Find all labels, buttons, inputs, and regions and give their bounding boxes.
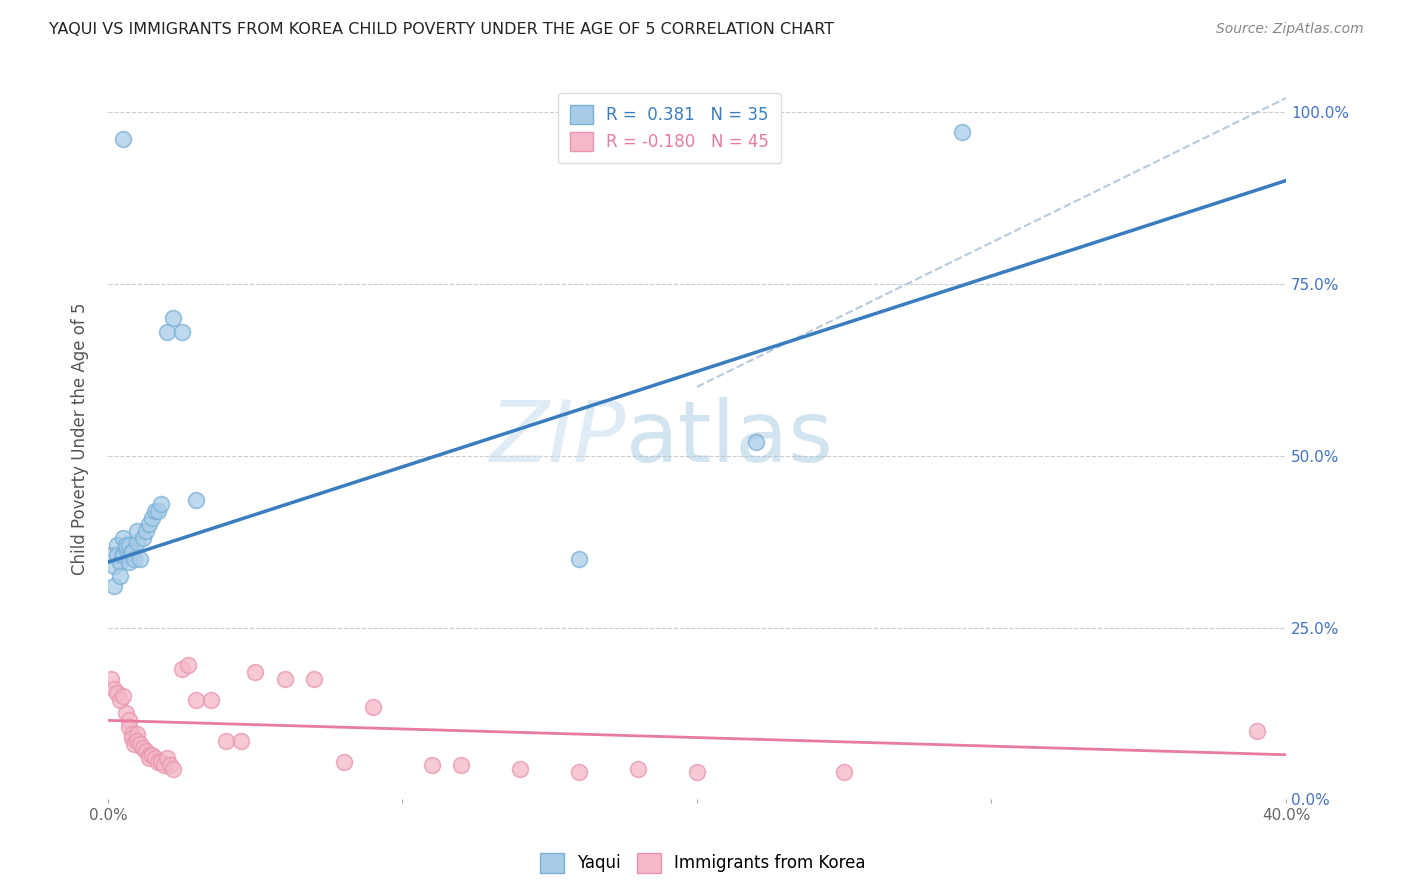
Point xyxy=(100,549,122,563)
Point xyxy=(105,549,128,563)
Point xyxy=(450,758,472,772)
Point xyxy=(121,731,143,745)
Point xyxy=(132,531,155,545)
Point xyxy=(117,714,139,728)
Point xyxy=(686,764,709,779)
Point xyxy=(108,692,131,706)
Point xyxy=(568,764,591,779)
Point xyxy=(186,692,208,706)
Point xyxy=(170,662,193,676)
Point xyxy=(509,762,531,776)
Point xyxy=(162,762,184,776)
Point xyxy=(108,569,131,583)
Point xyxy=(156,751,179,765)
Point xyxy=(135,524,157,539)
Point xyxy=(215,734,238,748)
Point xyxy=(143,503,166,517)
Point xyxy=(129,551,152,566)
Point xyxy=(132,740,155,755)
Point xyxy=(117,555,139,569)
Point xyxy=(153,758,176,772)
Point xyxy=(127,524,149,539)
Point xyxy=(156,325,179,339)
Point xyxy=(111,531,134,545)
Point xyxy=(162,311,184,326)
Point xyxy=(117,720,139,734)
Point xyxy=(138,747,160,762)
Point xyxy=(146,503,169,517)
Point xyxy=(121,727,143,741)
Point xyxy=(111,132,134,146)
Point xyxy=(361,699,384,714)
Point xyxy=(176,658,198,673)
Legend: R =  0.381   N = 35, R = -0.180   N = 45: R = 0.381 N = 35, R = -0.180 N = 45 xyxy=(558,93,780,163)
Point xyxy=(245,665,267,680)
Point xyxy=(111,690,134,704)
Point xyxy=(229,734,252,748)
Text: YAQUI VS IMMIGRANTS FROM KOREA CHILD POVERTY UNDER THE AGE OF 5 CORRELATION CHAR: YAQUI VS IMMIGRANTS FROM KOREA CHILD POV… xyxy=(49,22,834,37)
Text: Source: ZipAtlas.com: Source: ZipAtlas.com xyxy=(1216,22,1364,37)
Point xyxy=(114,541,136,556)
Point xyxy=(105,686,128,700)
Point xyxy=(302,672,325,686)
Point xyxy=(141,510,163,524)
Point xyxy=(103,682,125,697)
Point xyxy=(111,549,134,563)
Point xyxy=(146,755,169,769)
Point xyxy=(103,558,125,573)
Point xyxy=(105,538,128,552)
Point xyxy=(170,325,193,339)
Point xyxy=(127,534,149,549)
Point xyxy=(627,762,650,776)
Point xyxy=(832,764,855,779)
Point xyxy=(135,744,157,758)
Point xyxy=(121,545,143,559)
Point xyxy=(103,579,125,593)
Point xyxy=(127,734,149,748)
Point xyxy=(114,706,136,721)
Point xyxy=(200,692,222,706)
Point xyxy=(138,517,160,532)
Point xyxy=(273,672,295,686)
Point xyxy=(150,497,173,511)
Point xyxy=(1246,723,1268,738)
Point xyxy=(332,755,354,769)
Point xyxy=(121,545,143,559)
Y-axis label: Child Poverty Under the Age of 5: Child Poverty Under the Age of 5 xyxy=(72,302,89,574)
Text: ZIP: ZIP xyxy=(491,397,626,480)
Point xyxy=(150,755,173,769)
Point xyxy=(114,538,136,552)
Point xyxy=(100,672,122,686)
Point xyxy=(568,551,591,566)
Point xyxy=(129,738,152,752)
Point xyxy=(141,747,163,762)
Point xyxy=(950,125,973,139)
Point xyxy=(186,493,208,508)
Point xyxy=(420,758,443,772)
Point xyxy=(143,751,166,765)
Point xyxy=(111,549,134,563)
Point xyxy=(124,551,146,566)
Point xyxy=(159,758,181,772)
Point xyxy=(138,751,160,765)
Point xyxy=(745,434,768,449)
Point xyxy=(108,555,131,569)
Point xyxy=(127,727,149,741)
Point xyxy=(117,538,139,552)
Legend: Yaqui, Immigrants from Korea: Yaqui, Immigrants from Korea xyxy=(534,847,872,880)
Point xyxy=(124,738,146,752)
Text: atlas: atlas xyxy=(626,397,834,480)
